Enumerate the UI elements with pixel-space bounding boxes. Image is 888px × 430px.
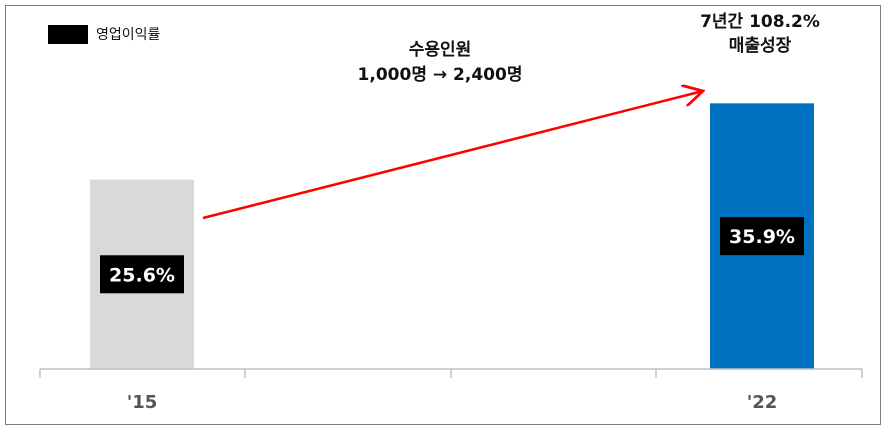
- x-tick-label-2022: '22: [747, 392, 778, 413]
- value-box-2022: [720, 217, 804, 256]
- legend-label: 영업이익률: [96, 27, 161, 43]
- capacity-annotation: 수용인원 1,000명 → 2,400명: [310, 38, 570, 88]
- legend: 영업이익률: [48, 24, 160, 44]
- growth-arrow: [202, 91, 703, 220]
- growth-annotation: 7년간 108.2% 매출성장: [660, 10, 860, 58]
- chart-frame: [5, 5, 881, 425]
- value-label-2022: 35.9%: [729, 226, 795, 248]
- capacity-annotation-title: 수용인원: [408, 40, 472, 60]
- capacity-annotation-values: 1,000명 → 2,400명: [357, 65, 523, 85]
- growth-annotation-rate: 7년간 108.2%: [700, 12, 820, 32]
- legend-swatch: [48, 24, 88, 44]
- growth-annotation-label: 매출성장: [728, 36, 792, 56]
- value-label-2015: 25.6%: [109, 264, 175, 286]
- x-tick-label-2015: '15: [127, 392, 158, 413]
- value-box-2015: [100, 255, 184, 294]
